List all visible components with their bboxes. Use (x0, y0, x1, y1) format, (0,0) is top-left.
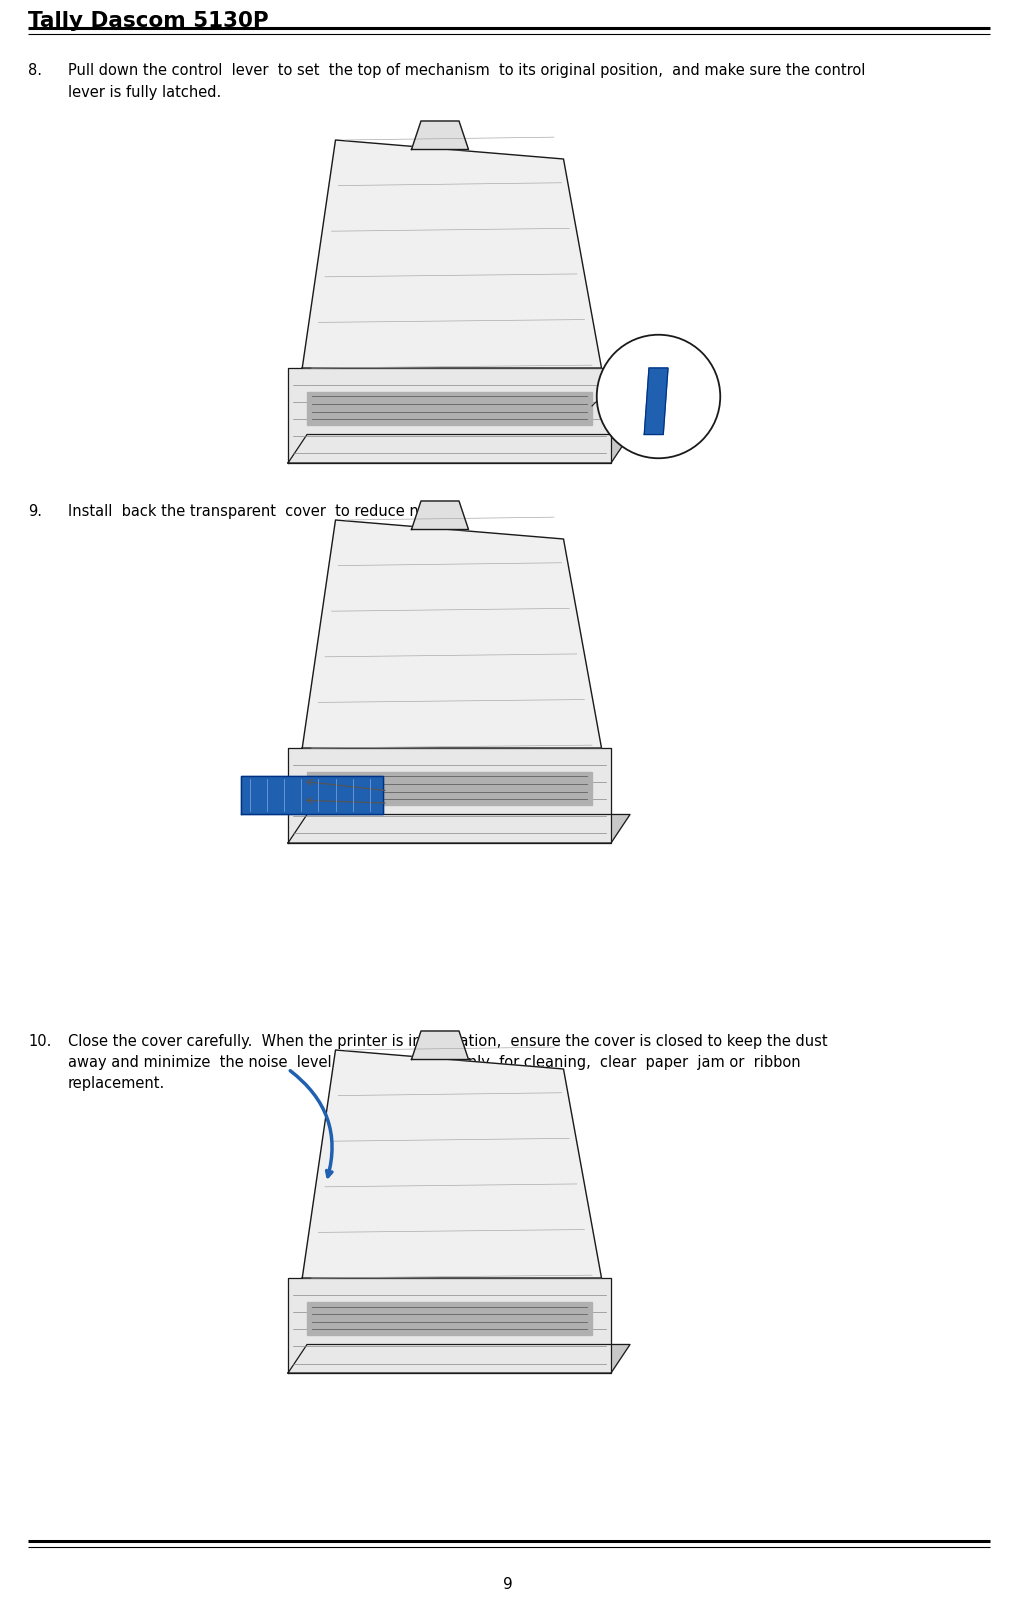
Text: 9.: 9. (28, 504, 42, 520)
Polygon shape (307, 772, 592, 805)
Polygon shape (302, 139, 601, 368)
Polygon shape (288, 1344, 630, 1373)
Text: 9: 9 (503, 1577, 513, 1591)
Polygon shape (288, 814, 630, 843)
Text: lever is fully latched.: lever is fully latched. (68, 86, 222, 100)
Polygon shape (412, 1031, 469, 1059)
Polygon shape (412, 121, 469, 149)
Text: Install  back the transparent  cover  to reduce noise.: Install back the transparent cover to re… (68, 504, 454, 520)
Polygon shape (302, 1051, 601, 1277)
Polygon shape (288, 1277, 611, 1373)
Polygon shape (288, 368, 611, 463)
Text: 8.: 8. (28, 63, 42, 78)
Polygon shape (288, 434, 630, 463)
Polygon shape (240, 777, 383, 814)
Text: replacement.: replacement. (68, 1077, 165, 1091)
Polygon shape (288, 748, 611, 843)
Circle shape (597, 335, 720, 458)
Polygon shape (302, 520, 601, 748)
Polygon shape (644, 368, 668, 434)
Text: Pull down the control  lever  to set  the top of mechanism  to its original posi: Pull down the control lever to set the t… (68, 63, 865, 78)
Polygon shape (307, 1302, 592, 1336)
Polygon shape (412, 500, 469, 529)
Polygon shape (307, 392, 592, 426)
Text: 10.: 10. (28, 1035, 52, 1049)
Text: Close the cover carefully.  When the printer is in operation,  ensure the cover : Close the cover carefully. When the prin… (68, 1035, 828, 1049)
Text: Tally Dascom 5130P: Tally Dascom 5130P (28, 11, 268, 31)
Text: away and minimize  the noise  level. Open the cover only  for cleaning,  clear  : away and minimize the noise level. Open … (68, 1056, 800, 1070)
